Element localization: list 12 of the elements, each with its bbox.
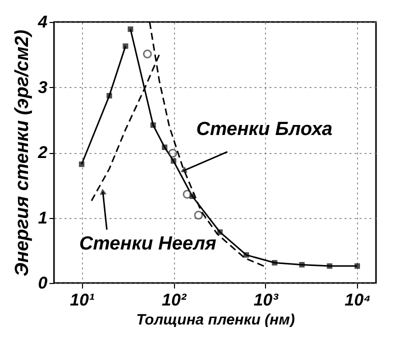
x-tick-label: 10³ xyxy=(254,290,280,310)
x-tick-label: 10⁴ xyxy=(344,290,371,310)
x-tick-label: 10¹ xyxy=(70,290,95,310)
y-tick-label: 3 xyxy=(38,78,48,97)
y-tick-label: 2 xyxy=(37,143,48,162)
annotation: Стенки Блоха xyxy=(196,118,333,140)
y-tick-label: 4 xyxy=(37,12,48,32)
y-tick-label: 0 xyxy=(38,274,48,292)
y-axis-title: Энергия стенки (эрг/см2) xyxy=(12,30,34,276)
annotation: Стенки Нееля xyxy=(79,234,216,255)
x-tick-label: 10² xyxy=(162,290,188,310)
y-tick-label: 1 xyxy=(38,208,48,228)
